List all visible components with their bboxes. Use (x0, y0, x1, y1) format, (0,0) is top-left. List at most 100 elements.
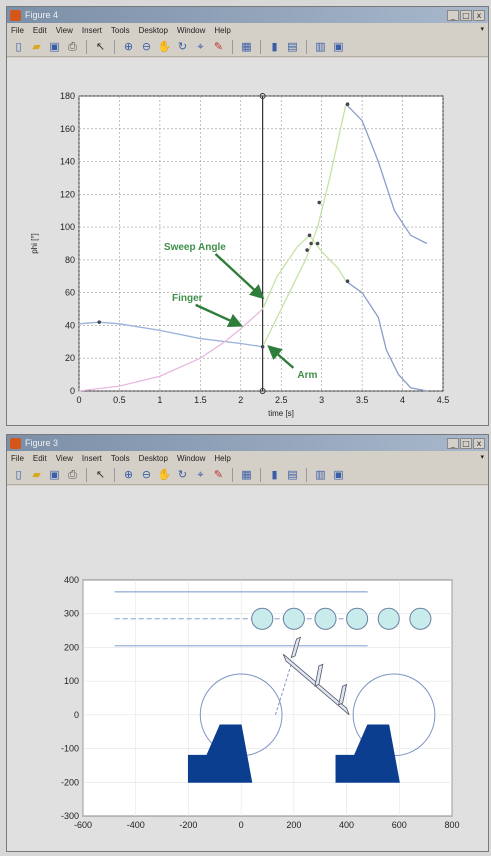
data-point (305, 248, 309, 252)
data-point (260, 344, 265, 349)
data-cursor-icon[interactable]: ⌖ (197, 467, 204, 481)
x-tick-label: 3.5 (356, 395, 369, 405)
y-tick-label: -100 (61, 744, 79, 754)
link-icon[interactable]: ▦ (241, 40, 252, 53)
data-point (345, 102, 350, 106)
pan-icon[interactable]: ✋ (157, 468, 172, 481)
y-tick-label: 0 (70, 386, 75, 396)
pan-icon[interactable]: ✋ (157, 40, 172, 53)
x-tick-label: -200 (179, 820, 197, 830)
annotation-label: Finger (172, 293, 203, 304)
open-icon[interactable]: ▰ (32, 468, 41, 481)
annotation-arrow (267, 345, 295, 369)
menu-insert[interactable]: Insert (81, 453, 102, 463)
menu-help[interactable]: Help (214, 25, 231, 35)
menu-window[interactable]: Window (176, 25, 206, 35)
arm-finger (314, 663, 324, 687)
maximize-button[interactable]: □ (460, 437, 472, 449)
rotate-icon[interactable]: ↻ (177, 468, 188, 481)
colorbar-icon[interactable]: ▮ (271, 40, 278, 53)
rotate-icon[interactable]: ↻ (177, 40, 188, 53)
x-tick-label: 4.5 (437, 395, 450, 405)
brush-icon[interactable]: ✎ (213, 468, 224, 481)
y-tick-label: 100 (64, 676, 79, 686)
zoom-out-icon[interactable]: ⊖ (141, 40, 152, 53)
series-line-2 (262, 104, 347, 348)
legend-icon[interactable]: ▤ (287, 40, 298, 53)
wheel-circle (314, 607, 337, 630)
titlebar[interactable]: Figure 3 _ □ x (7, 435, 488, 451)
annotation-arrow (214, 253, 265, 300)
menubar: File Edit View Insert Tools Desktop Wind… (7, 451, 488, 465)
time-plot[interactable]: 0 0.5 1 1.5 2 2.5 3 3.5 4 4.5 0 20 40 60 80 100 120 140 16… (7, 58, 488, 425)
time-cursor-handle (259, 388, 266, 394)
save-icon[interactable]: ▣ (49, 468, 60, 481)
titlebar[interactable]: Figure 4 _ □ x (7, 7, 488, 23)
minimize-button[interactable]: _ (447, 9, 459, 21)
menu-view[interactable]: View (55, 453, 73, 463)
close-button[interactable]: x (473, 9, 485, 21)
print-icon[interactable]: ⎙ (68, 39, 77, 53)
wheel-circle (346, 607, 369, 630)
zoom-out-icon[interactable]: ⊖ (141, 468, 152, 481)
wheel-circle (377, 607, 400, 630)
brush-icon[interactable]: ✎ (213, 40, 224, 53)
menu-arrow-icon[interactable]: ▾ (480, 26, 484, 33)
menu-file[interactable]: File (11, 453, 24, 463)
arm-finger (338, 683, 348, 706)
mechanism-plot[interactable]: -600 -400 -200 0 200 400 600 800 -300 -200 -100 0 10… (7, 486, 488, 851)
data-point (307, 233, 312, 238)
zoom-in-icon[interactable]: ⊕ (123, 40, 134, 53)
menu-help[interactable]: Help (214, 453, 231, 463)
minimize-button[interactable]: _ (447, 437, 459, 449)
show-tools-icon[interactable]: ▣ (333, 40, 344, 53)
x-tick-label: 600 (392, 820, 407, 830)
toolbar: ▯ ▰ ▣ ⎙ ↖ ⊕ ⊖ ✋ ↻ ⌖ ✎ ▦ ▮ ▤ ▥ ▣ (7, 37, 488, 57)
y-tick-label: 40 (65, 320, 75, 330)
maximize-button[interactable]: □ (460, 9, 472, 21)
window-title: Figure 3 (25, 438, 59, 448)
hide-tools-icon[interactable]: ▥ (315, 40, 326, 53)
menu-arrow-icon[interactable]: ▾ (480, 454, 484, 461)
menu-edit[interactable]: Edit (32, 453, 47, 463)
x-tick-label: 4 (400, 395, 405, 405)
x-tick-label: -600 (74, 820, 92, 830)
menu-edit[interactable]: Edit (32, 25, 47, 35)
y-tick-label: 100 (60, 222, 75, 232)
menu-insert[interactable]: Insert (81, 25, 102, 35)
figure-window-1: Figure 4 _ □ x File Edit View Insert Too… (6, 6, 489, 426)
y-tick-label: 0 (74, 710, 79, 720)
menu-window[interactable]: Window (176, 453, 206, 463)
save-icon[interactable]: ▣ (49, 40, 60, 53)
new-icon[interactable]: ▯ (15, 468, 22, 481)
new-icon[interactable]: ▯ (15, 40, 22, 53)
time-cursor-handle (259, 93, 266, 99)
print-icon[interactable]: ⎙ (68, 467, 77, 481)
menu-tools[interactable]: Tools (110, 453, 130, 463)
y-tick-label: -300 (61, 811, 79, 821)
menu-view[interactable]: View (55, 25, 73, 35)
series-line-4 (345, 103, 428, 245)
colorbar-icon[interactable]: ▮ (271, 468, 278, 481)
pointer-icon[interactable]: ↖ (95, 468, 106, 481)
close-button[interactable]: x (473, 437, 485, 449)
menu-tools[interactable]: Tools (110, 25, 130, 35)
data-point (309, 241, 313, 246)
hide-tools-icon[interactable]: ▥ (315, 468, 326, 481)
open-icon[interactable]: ▰ (32, 40, 41, 53)
data-cursor-icon[interactable]: ⌖ (197, 39, 204, 53)
legend-icon[interactable]: ▤ (287, 468, 298, 481)
menu-file[interactable]: File (11, 25, 24, 35)
menu-desktop[interactable]: Desktop (138, 25, 168, 35)
figure-canvas: -600 -400 -200 0 200 400 600 800 -300 -200 -100 0 10… (7, 486, 488, 851)
matlab-icon (10, 437, 21, 449)
zoom-in-icon[interactable]: ⊕ (123, 468, 134, 481)
link-icon[interactable]: ▦ (241, 468, 252, 481)
x-tick-label: 200 (286, 820, 301, 830)
data-point (317, 200, 322, 205)
toolbar: ▯ ▰ ▣ ⎙ ↖ ⊕ ⊖ ✋ ↻ ⌖ ✎ ▦ ▮ ▤ ▥ ▣ (7, 465, 488, 485)
show-tools-icon[interactable]: ▣ (333, 468, 344, 481)
figure-window-2: Figure 3 _ □ x File Edit View Insert Too… (6, 434, 489, 852)
menu-desktop[interactable]: Desktop (138, 453, 168, 463)
pointer-icon[interactable]: ↖ (95, 40, 106, 53)
